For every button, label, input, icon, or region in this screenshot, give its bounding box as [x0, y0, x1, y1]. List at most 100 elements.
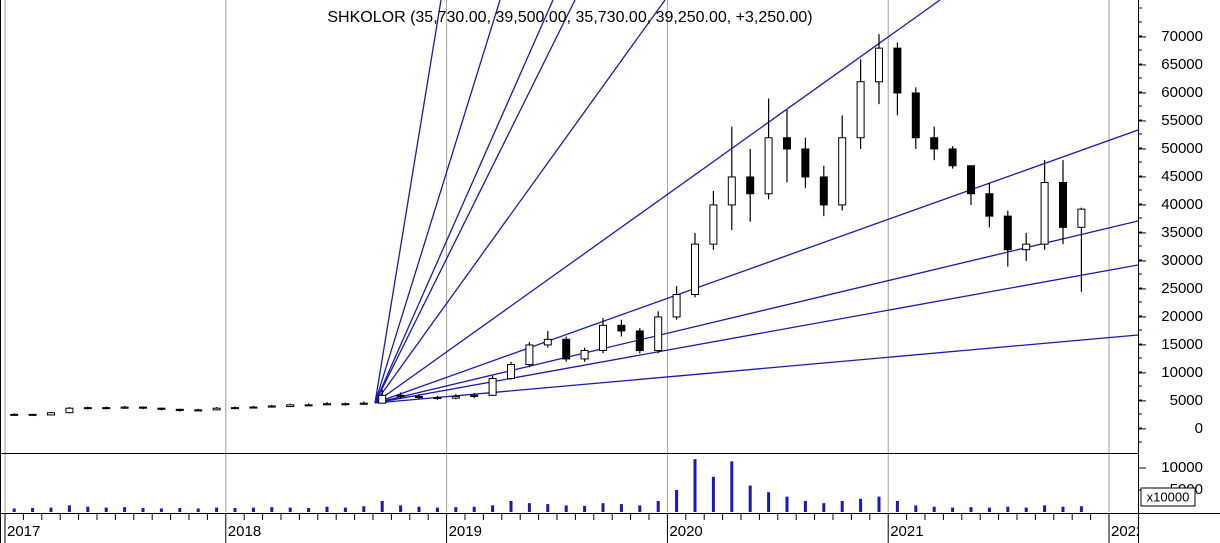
candle-body — [1059, 182, 1067, 228]
candle-body — [120, 406, 129, 409]
candle-body — [746, 176, 755, 195]
candle-body — [856, 81, 865, 139]
candle-body — [525, 344, 534, 366]
volume-bar — [417, 506, 421, 512]
volume-bar — [49, 507, 53, 512]
volume-bar — [380, 500, 384, 512]
candle-body — [543, 338, 552, 346]
volume-bar — [656, 500, 660, 512]
candle-body — [286, 404, 295, 408]
candle-body — [691, 243, 699, 296]
volume-bar — [472, 506, 476, 512]
candle-body — [323, 403, 331, 406]
volume-bar — [748, 485, 752, 512]
candle-body — [1003, 215, 1012, 251]
x-tick-label: 2022 — [1111, 523, 1144, 540]
volume-bar — [693, 459, 697, 512]
candle-body — [47, 412, 55, 416]
volume-bar — [233, 508, 237, 512]
candle-body — [212, 407, 221, 411]
volume-bar — [932, 506, 936, 512]
y-tick-label: 20000 — [1161, 308, 1203, 325]
y-tick-label: 55000 — [1161, 112, 1203, 129]
volume-bar — [307, 508, 311, 512]
volume-bar — [840, 500, 844, 512]
marks — [10, 34, 1086, 512]
fan-line — [374, 334, 1138, 404]
x-axis: 2017 2018 2019 2020 2021 2022 — [4, 514, 1144, 543]
candle-body — [819, 176, 828, 206]
candle-body — [28, 413, 37, 416]
fan-line — [374, 264, 1138, 404]
volume-bar — [711, 476, 715, 512]
volume-bar — [803, 500, 807, 512]
y-tick-label: 60000 — [1161, 84, 1203, 101]
candle-body — [893, 47, 902, 94]
volume-unit-label: x10000 — [1147, 489, 1190, 504]
candle-body — [783, 137, 791, 150]
volume-bar — [1043, 505, 1047, 512]
candle-body — [157, 407, 166, 410]
volume-bar — [104, 507, 108, 512]
volume-bar — [399, 505, 403, 512]
volume-bar — [583, 505, 587, 512]
fan-line — [374, 0, 554, 404]
x-tick-label: 2020 — [669, 523, 702, 540]
volume-bar — [215, 507, 219, 512]
candle-body — [562, 338, 571, 360]
volume-bar — [491, 505, 495, 512]
candle-body — [967, 165, 975, 195]
fan-line — [374, 0, 666, 404]
candle-body — [1040, 182, 1049, 245]
y-tick-label: 30000 — [1161, 252, 1203, 269]
candle-body — [359, 402, 368, 405]
candle-body — [102, 407, 111, 410]
candle-body — [488, 378, 497, 396]
volume-bar — [1079, 506, 1083, 512]
candle-body — [948, 148, 957, 167]
volume-bar — [12, 508, 16, 512]
candle-body — [470, 394, 479, 397]
volume-bar — [601, 503, 605, 512]
candle-body — [10, 413, 19, 416]
candle-body — [580, 350, 589, 360]
volume-bar — [454, 507, 458, 512]
volume-bar — [527, 503, 531, 512]
volume-bar — [951, 507, 955, 512]
candle-body — [415, 395, 423, 399]
fan-line — [374, 0, 442, 404]
fan-line — [374, 0, 941, 404]
fan-line — [374, 129, 1138, 404]
volume-bar — [67, 505, 71, 512]
y-tick-label: 45000 — [1161, 168, 1203, 185]
y-tick-label: 65000 — [1161, 56, 1203, 73]
y-tick-label: 5000 — [1170, 392, 1203, 409]
candle-body — [507, 364, 515, 380]
candle-body — [249, 406, 258, 409]
volume-bar — [288, 507, 292, 512]
candle-body — [764, 137, 773, 195]
candle-body — [83, 407, 92, 410]
volume-bar — [730, 461, 734, 512]
candle-body — [231, 407, 239, 410]
y-tick-label: 25000 — [1161, 280, 1203, 297]
candle-body — [267, 405, 276, 408]
x-tick-label: 2021 — [890, 523, 923, 540]
volume-bar — [1024, 507, 1028, 512]
volume-bar — [178, 508, 182, 512]
volume-bar — [877, 496, 881, 512]
volume-bar — [638, 505, 642, 512]
volume-bar — [619, 504, 623, 512]
candle-body — [911, 92, 920, 139]
volume-bar — [859, 498, 863, 512]
volume-bar — [31, 508, 35, 512]
candle-body — [378, 394, 387, 404]
volume-bar — [969, 507, 973, 512]
candle-body — [617, 324, 626, 332]
volume-tick-label: 10000 — [1161, 459, 1203, 476]
candle-body — [875, 47, 883, 83]
volume-bar — [914, 505, 918, 512]
volume-bar — [123, 507, 127, 512]
